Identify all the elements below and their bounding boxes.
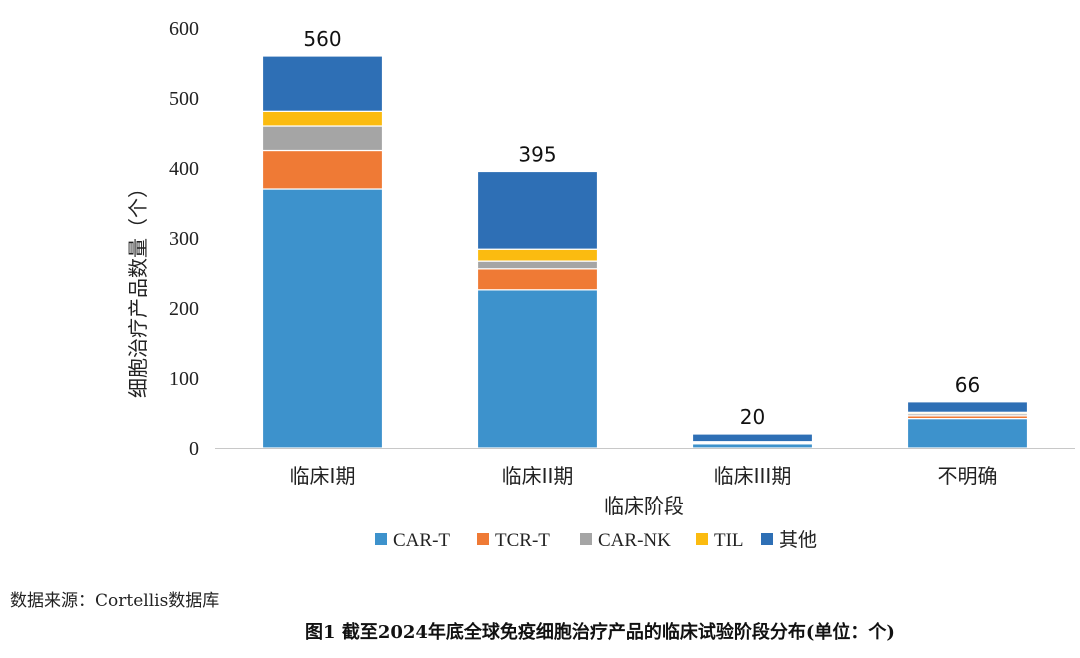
y-tick-label: 100 xyxy=(169,368,199,390)
bar-segment-TIL xyxy=(476,248,599,262)
legend-swatch-其他 xyxy=(761,533,773,545)
legend-swatch-CAR-T xyxy=(375,533,387,545)
legend-label: TIL xyxy=(714,530,744,551)
bar-segment-其他 xyxy=(691,433,814,443)
legend-label: 其他 xyxy=(779,529,817,551)
legend: CAR-T TCR-T CAR-NK TIL 其他 xyxy=(375,529,817,551)
y-axis-title: 细胞治疗产品数量（个） xyxy=(127,178,150,398)
total-label: 66 xyxy=(955,373,980,397)
bar-segment-CAR-T xyxy=(476,289,599,449)
legend-label: CAR-T xyxy=(393,530,450,551)
bar-segment-其他 xyxy=(906,401,1029,413)
total-labels: 560 395 20 66 xyxy=(303,27,980,429)
total-label: 20 xyxy=(740,405,765,429)
legend-label: TCR-T xyxy=(495,530,550,551)
bar-segment-CAR-T xyxy=(261,188,384,449)
bar-segment-CAR-NK xyxy=(261,125,384,152)
bar-segment-其他 xyxy=(476,170,599,250)
legend-swatch-CAR-NK xyxy=(580,533,592,545)
y-tick-label: 400 xyxy=(169,158,199,180)
source-note: 数据来源：Cortellis数据库 xyxy=(10,591,220,611)
bar-segment-TCR-T xyxy=(261,149,384,190)
bar-segment-CAR-T xyxy=(691,443,814,449)
y-tick-label: 600 xyxy=(169,18,199,40)
bar-segment-CAR-NK xyxy=(476,260,599,270)
y-tick-label: 0 xyxy=(189,438,199,460)
figure-caption: 图1 截至2024年底全球免疫细胞治疗产品的临床试验阶段分布(单位：个) xyxy=(305,622,895,643)
x-axis: 临床I期 临床II期 临床III期 不明确 xyxy=(215,448,1075,488)
y-axis: 0 100 200 300 400 500 600 xyxy=(169,18,199,460)
legend-swatch-TCR-T xyxy=(477,533,489,545)
legend-swatch-TIL xyxy=(696,533,708,545)
bar-segment-TIL xyxy=(261,110,384,127)
y-tick-label: 500 xyxy=(169,88,199,110)
legend-label: CAR-NK xyxy=(598,530,671,551)
x-axis-title: 临床阶段 xyxy=(604,494,684,518)
total-label: 395 xyxy=(518,143,556,167)
bar-segment-其他 xyxy=(261,55,384,112)
bars xyxy=(261,55,1029,449)
y-tick-label: 200 xyxy=(169,298,199,320)
x-tick-label: 临床I期 xyxy=(290,464,356,488)
y-tick-label: 300 xyxy=(169,228,199,250)
bar-segment-CAR-T xyxy=(906,418,1029,449)
x-tick-label: 不明确 xyxy=(938,464,998,488)
bar-segment-TCR-T xyxy=(476,268,599,291)
stacked-bar-chart: 0 100 200 300 400 500 600 560 395 20 66 临床I期 临床II期… xyxy=(127,18,1075,551)
x-tick-label: 临床III期 xyxy=(714,464,792,488)
x-tick-label: 临床II期 xyxy=(502,464,574,488)
total-label: 560 xyxy=(303,27,341,51)
